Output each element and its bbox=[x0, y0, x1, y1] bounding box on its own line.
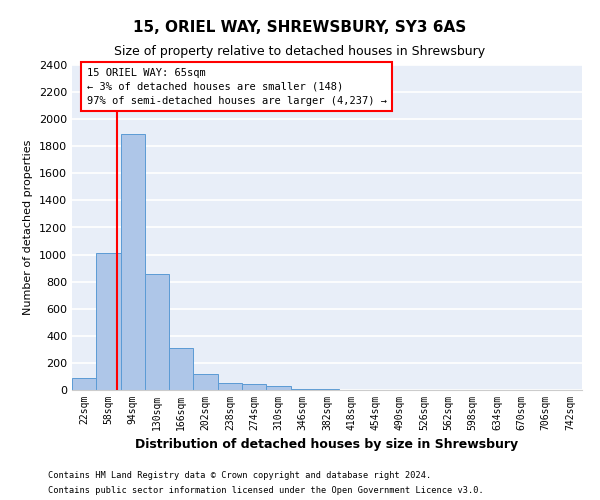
Bar bbox=[242, 384, 266, 390]
Bar bbox=[96, 253, 121, 390]
Text: Contains HM Land Registry data © Crown copyright and database right 2024.: Contains HM Land Registry data © Crown c… bbox=[48, 471, 431, 480]
Text: 15 ORIEL WAY: 65sqm
← 3% of detached houses are smaller (148)
97% of semi-detach: 15 ORIEL WAY: 65sqm ← 3% of detached hou… bbox=[86, 68, 386, 106]
Bar bbox=[121, 134, 145, 390]
Bar bbox=[193, 374, 218, 390]
Bar bbox=[72, 378, 96, 390]
Bar bbox=[266, 386, 290, 390]
Text: Contains public sector information licensed under the Open Government Licence v3: Contains public sector information licen… bbox=[48, 486, 484, 495]
Bar bbox=[290, 388, 315, 390]
Text: 15, ORIEL WAY, SHREWSBURY, SY3 6AS: 15, ORIEL WAY, SHREWSBURY, SY3 6AS bbox=[133, 20, 467, 35]
Bar bbox=[315, 388, 339, 390]
Bar bbox=[145, 274, 169, 390]
Bar bbox=[169, 348, 193, 390]
Text: Size of property relative to detached houses in Shrewsbury: Size of property relative to detached ho… bbox=[115, 45, 485, 58]
X-axis label: Distribution of detached houses by size in Shrewsbury: Distribution of detached houses by size … bbox=[136, 438, 518, 452]
Bar bbox=[218, 382, 242, 390]
Y-axis label: Number of detached properties: Number of detached properties bbox=[23, 140, 34, 315]
